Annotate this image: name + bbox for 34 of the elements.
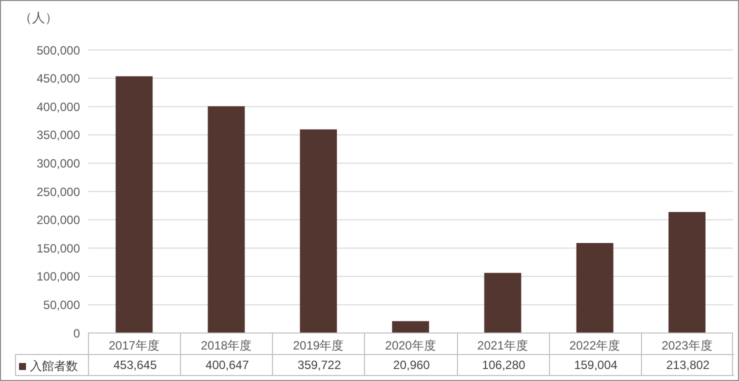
x-tick-label: 2020年度 [385, 338, 436, 353]
x-tick-label: 2019年度 [293, 338, 344, 353]
data-label: 20,960 [392, 358, 431, 372]
bar [208, 106, 245, 333]
y-tick-label: 150,000 [36, 241, 80, 256]
data-label: 453,645 [112, 358, 158, 372]
y-tick-label: 200,000 [36, 213, 80, 228]
y-axis-title: （人） [19, 9, 58, 27]
x-tick-label: 2022年度 [569, 338, 620, 353]
data-label: 106,280 [480, 358, 526, 372]
y-tick-label: 0 [73, 326, 80, 340]
y-tick-label: 50,000 [43, 298, 80, 312]
y-tick-label: 500,000 [36, 43, 80, 58]
bar [300, 129, 337, 333]
data-label: 213,802 [665, 358, 711, 372]
x-tick-label: 2018年度 [200, 338, 252, 353]
bar [484, 272, 522, 333]
bar [576, 243, 614, 333]
y-tick-label: 450,000 [36, 72, 80, 86]
y-tick-label: 400,000 [36, 100, 80, 114]
x-tick-label: 2021年度 [477, 338, 528, 353]
bar [116, 76, 153, 333]
y-tick-label: 300,000 [36, 156, 80, 170]
bar [392, 321, 430, 333]
y-tick-label: 100,000 [36, 270, 80, 284]
y-tick-label: 250,000 [36, 184, 80, 199]
x-tick-label: 2023年度 [662, 338, 712, 353]
data-label: 159,004 [573, 358, 618, 372]
bar [668, 212, 706, 333]
x-tick-label: 2017年度 [108, 338, 160, 353]
legend-label: 入館者数 [30, 358, 78, 375]
data-label: 359,722 [296, 358, 342, 372]
y-tick-label: 350,000 [36, 128, 80, 142]
data-label: 400,647 [204, 358, 250, 372]
